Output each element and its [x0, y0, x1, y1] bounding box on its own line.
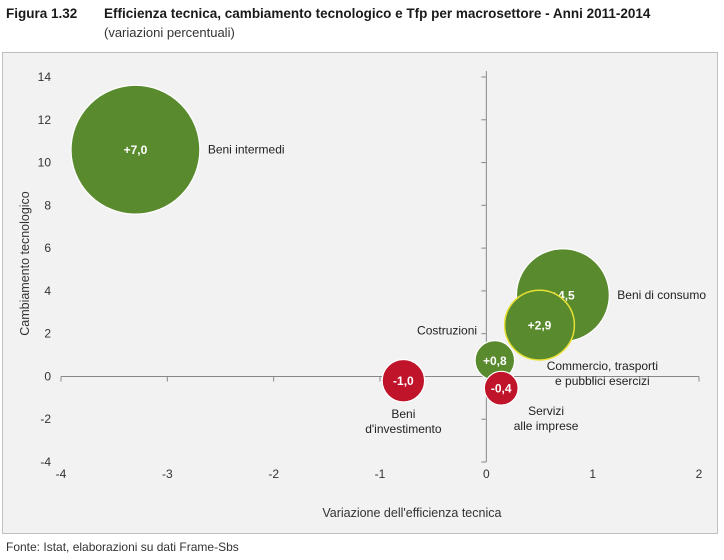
figure-subtitle: (variazioni percentuali)	[104, 25, 235, 40]
figure-label: Figura 1.32	[6, 6, 78, 21]
y-tick-label: 10	[38, 156, 52, 170]
bubble-value-label: -0,4	[491, 382, 512, 396]
point-category-label: Beni	[391, 407, 415, 421]
bubble-value-label: +0,8	[483, 354, 507, 368]
bubble	[503, 289, 576, 361]
bubble-value-label: +7,0	[124, 143, 148, 157]
point-category-label: Beni intermedi	[208, 143, 285, 157]
bubble	[70, 84, 201, 215]
point-category-label: e pubblici esercizi	[555, 374, 650, 388]
point-category-label: d'investimento	[365, 422, 442, 436]
y-tick-label: 6	[44, 241, 51, 255]
point-category-label: Costruzioni	[417, 324, 477, 338]
y-tick-label: 12	[38, 113, 52, 127]
figure-title-row: Figura 1.32 Efficienza tecnica, cambiamen…	[6, 6, 650, 21]
chart-panel: -4 -3 -2 -1 0 1 2 -4 -2 0 2 4 6 8 10 12 14 Variazione del…	[2, 52, 718, 534]
x-axis-title: Variazione dell'efficienza tecnica	[322, 506, 501, 520]
y-axis-title: Cambiamento tecnologico	[18, 191, 32, 336]
y-tick-label: -2	[40, 412, 51, 426]
x-tick-label: 2	[696, 467, 703, 481]
y-tick-label: 14	[38, 70, 52, 84]
bubble-value-label: -1,0	[393, 374, 414, 388]
point-category-label: Beni di consumo	[617, 288, 706, 302]
figure-title: Efficienza tecnica, cambiamento tecnolog…	[104, 6, 651, 21]
y-tick-label: 2	[44, 327, 51, 341]
bubble	[381, 358, 426, 403]
y-tick-label: 0	[44, 369, 51, 383]
point-category-label: Commercio, trasporti	[547, 359, 658, 373]
x-tick-label: -3	[162, 467, 173, 481]
point-category-label: Servizi	[528, 404, 564, 418]
bubble-value-label: +2,9	[528, 319, 552, 333]
y-tick-label: -4	[40, 455, 51, 469]
x-tick-label: -2	[268, 467, 279, 481]
y-tick-label: 4	[44, 284, 51, 298]
x-tick-label: -4	[56, 467, 67, 481]
source-note: Fonte: Istat, elaborazioni su dati Frame…	[6, 540, 239, 554]
x-tick-label: -1	[375, 467, 386, 481]
y-tick-label: 8	[44, 198, 51, 212]
point-category-label: alle imprese	[514, 419, 579, 433]
x-tick-label: 0	[483, 467, 490, 481]
bubble	[483, 370, 519, 406]
x-tick-label: 1	[589, 467, 596, 481]
